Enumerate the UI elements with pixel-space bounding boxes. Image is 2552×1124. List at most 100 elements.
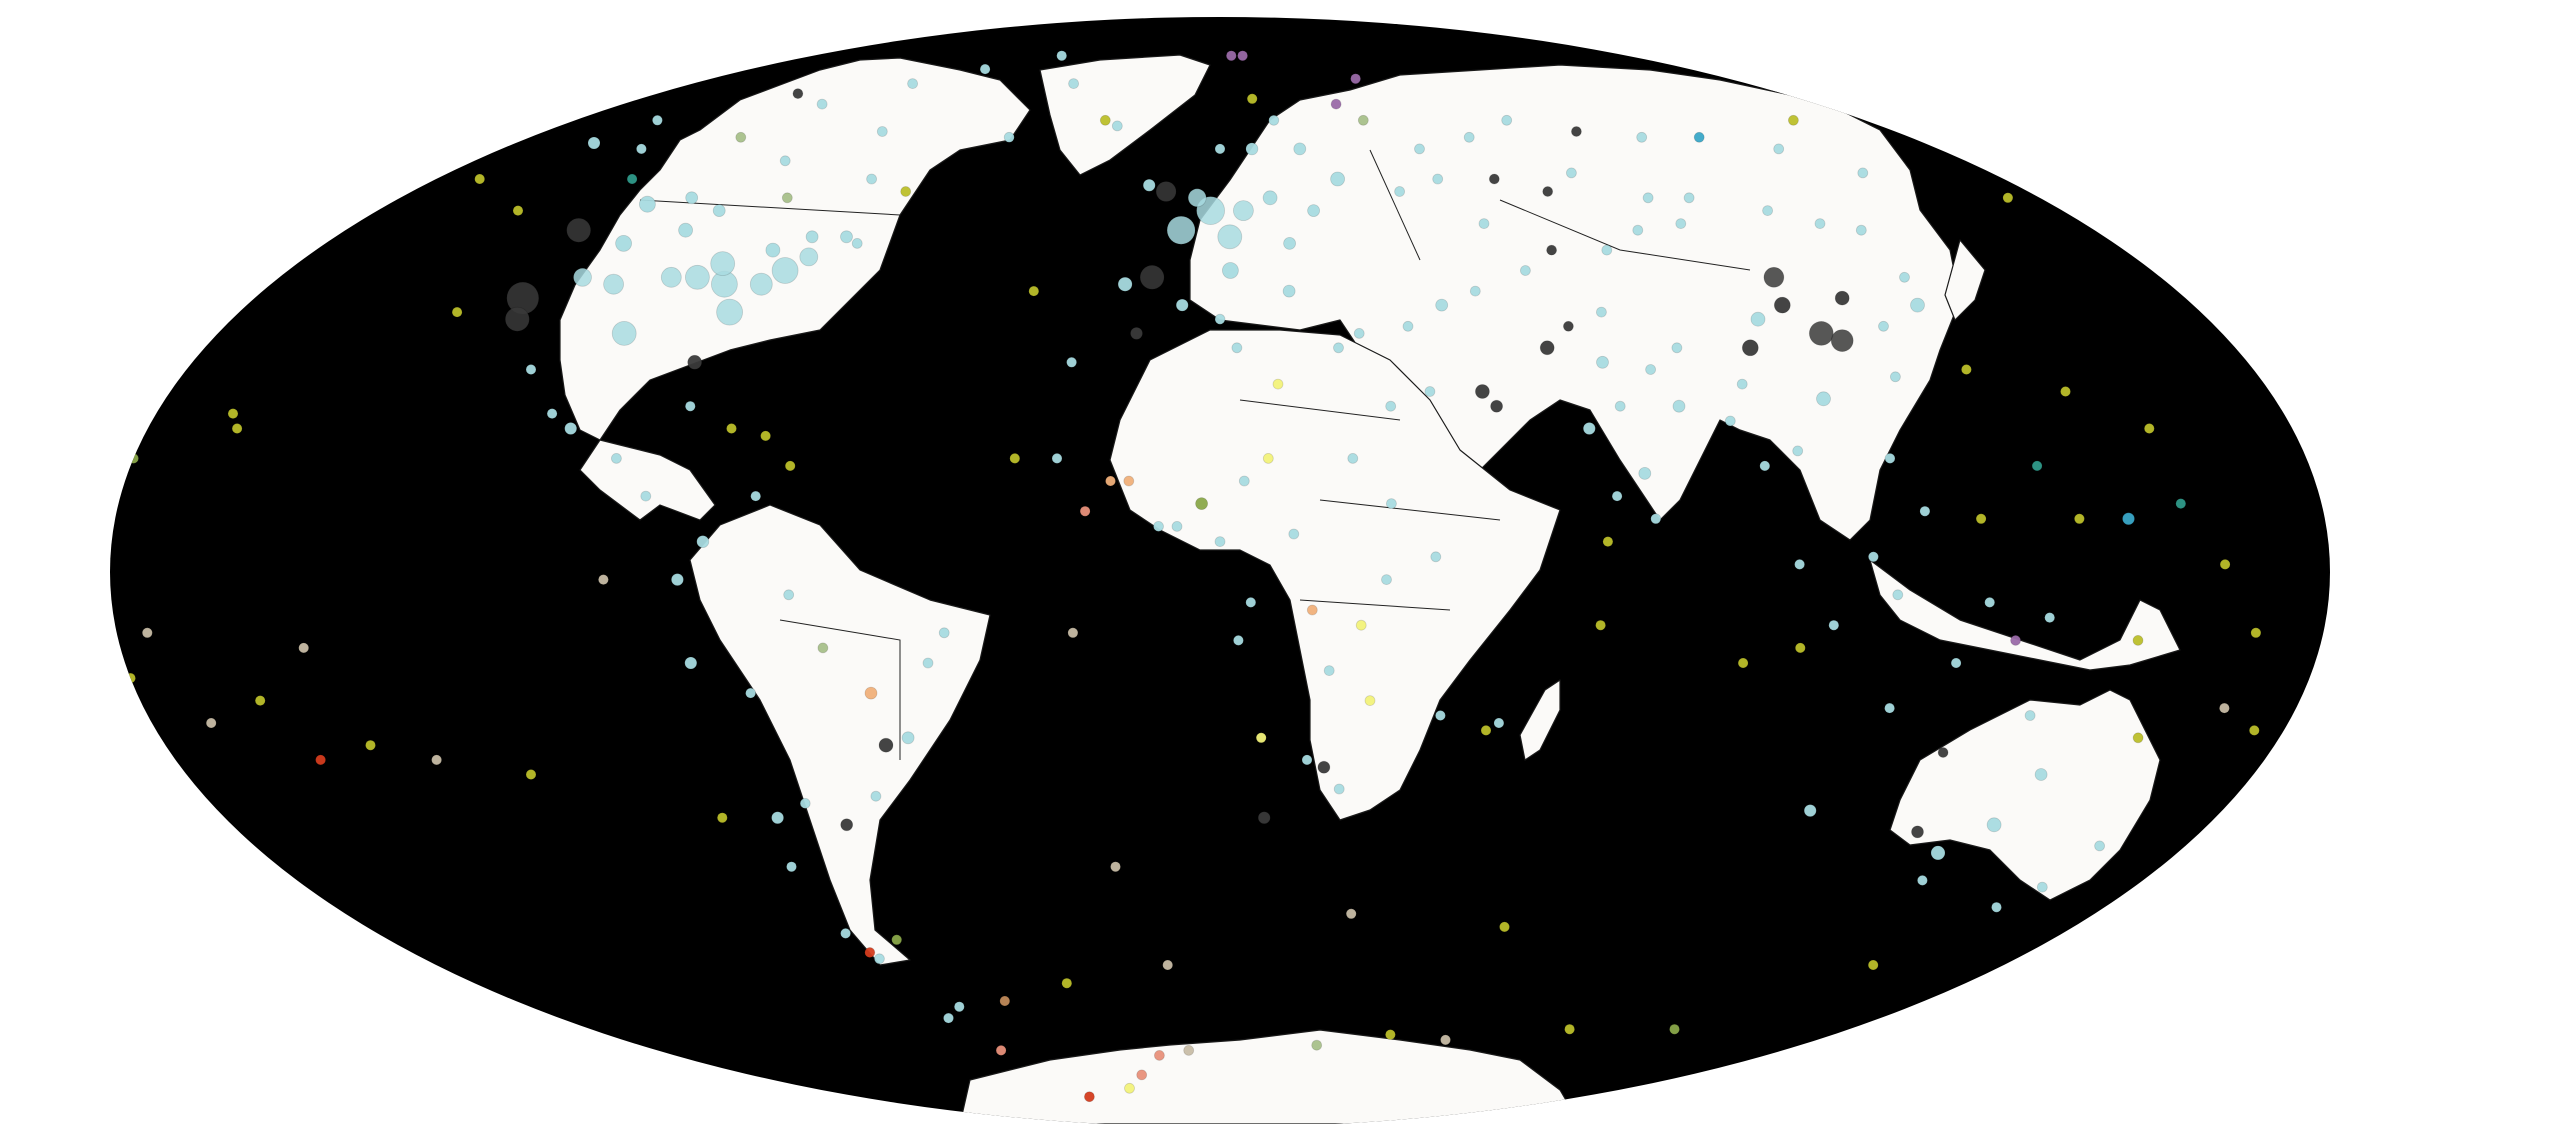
station-marker xyxy=(2060,386,2071,397)
station-marker xyxy=(1803,804,1817,817)
station-marker xyxy=(1282,284,1296,298)
station-marker xyxy=(684,656,698,670)
station-marker xyxy=(298,642,310,654)
station-marker xyxy=(1056,50,1068,62)
station-marker xyxy=(1683,192,1695,204)
station-marker xyxy=(866,173,877,185)
station-marker xyxy=(451,306,463,318)
station-marker xyxy=(1671,342,1683,354)
station-marker xyxy=(1596,306,1607,318)
station-marker xyxy=(636,143,647,155)
station-marker xyxy=(900,186,912,197)
station-marker xyxy=(1155,181,1177,202)
station-marker xyxy=(786,861,797,873)
station-marker xyxy=(710,251,736,277)
station-marker xyxy=(2010,635,2021,646)
station-marker xyxy=(525,769,537,780)
station-marker xyxy=(1222,262,1239,279)
landmass-madagascar xyxy=(1519,679,1561,761)
station-marker xyxy=(1154,1050,1165,1061)
station-marker xyxy=(1051,452,1063,464)
station-marker xyxy=(749,272,773,296)
station-marker xyxy=(840,928,851,939)
station-marker xyxy=(2036,881,2048,893)
station-marker xyxy=(1238,475,1250,487)
station-marker xyxy=(1068,78,1079,89)
station-marker xyxy=(2094,840,2106,852)
station-marker xyxy=(1262,452,1274,464)
station-marker xyxy=(1564,1023,1575,1035)
station-marker xyxy=(1693,131,1705,143)
station-marker xyxy=(1430,551,1442,563)
station-marker xyxy=(1919,505,1931,517)
station-marker xyxy=(1595,619,1606,631)
station-marker xyxy=(2219,559,2231,570)
station-marker xyxy=(2073,513,2085,525)
station-marker xyxy=(1333,783,1345,795)
station-marker xyxy=(1117,276,1133,292)
station-marker xyxy=(1741,339,1759,357)
station-marker xyxy=(938,627,950,639)
station-marker xyxy=(817,642,829,654)
station-marker xyxy=(2175,498,2187,510)
station-marker xyxy=(474,173,486,185)
country-borders xyxy=(639,149,1751,760)
station-marker xyxy=(205,717,217,729)
station-marker xyxy=(1217,224,1243,250)
station-marker xyxy=(1350,73,1361,85)
station-marker xyxy=(1868,551,1879,563)
station-marker xyxy=(1272,378,1284,390)
station-marker xyxy=(1794,559,1805,570)
station-marker xyxy=(1061,977,1073,989)
station-marker xyxy=(1520,265,1531,276)
station-marker xyxy=(1910,297,1925,313)
station-marker xyxy=(684,400,696,412)
station-marker xyxy=(546,408,558,420)
station-marker xyxy=(1596,355,1609,369)
station-marker xyxy=(771,811,784,825)
station-marker xyxy=(1759,460,1771,472)
station-marker xyxy=(953,1001,965,1013)
station-marker xyxy=(1333,342,1344,354)
station-marker xyxy=(1330,98,1342,110)
station-marker xyxy=(566,217,592,243)
station-marker xyxy=(1301,754,1313,766)
station-marker xyxy=(1773,296,1791,314)
station-marker xyxy=(1237,50,1248,62)
station-marker xyxy=(696,535,710,548)
station-marker xyxy=(1828,619,1840,631)
landmass-australia xyxy=(1889,689,2161,901)
station-marker xyxy=(1762,205,1773,217)
station-marker xyxy=(799,247,819,267)
station-marker xyxy=(652,114,663,126)
station-marker xyxy=(1233,200,1254,222)
station-marker xyxy=(1582,422,1596,435)
station-marker xyxy=(1834,290,1850,306)
station-marker xyxy=(2024,710,2036,721)
station-marker xyxy=(1317,760,1331,774)
station-marker xyxy=(1323,665,1335,676)
station-marker xyxy=(1542,186,1554,197)
station-marker xyxy=(2132,732,2144,744)
station-marker xyxy=(1773,143,1785,155)
station-marker xyxy=(771,257,799,284)
station-marker xyxy=(1124,1082,1135,1094)
station-marker xyxy=(901,731,915,745)
station-marker xyxy=(870,790,882,802)
station-marker xyxy=(1255,732,1267,744)
station-marker xyxy=(125,672,136,684)
station-marker xyxy=(1794,642,1806,654)
station-marker xyxy=(1262,190,1278,206)
station-marker xyxy=(1830,329,1854,353)
station-marker xyxy=(1084,1091,1095,1103)
station-marker xyxy=(1105,475,1116,487)
station-marker xyxy=(1814,218,1826,230)
station-marker xyxy=(1353,327,1365,339)
station-marker xyxy=(1245,597,1257,608)
station-marker xyxy=(1878,320,1889,332)
landmass-greenland xyxy=(1039,54,1211,176)
station-marker xyxy=(2002,192,2014,204)
station-marker xyxy=(1469,285,1481,297)
station-marker xyxy=(712,204,726,218)
station-marker xyxy=(874,953,885,965)
